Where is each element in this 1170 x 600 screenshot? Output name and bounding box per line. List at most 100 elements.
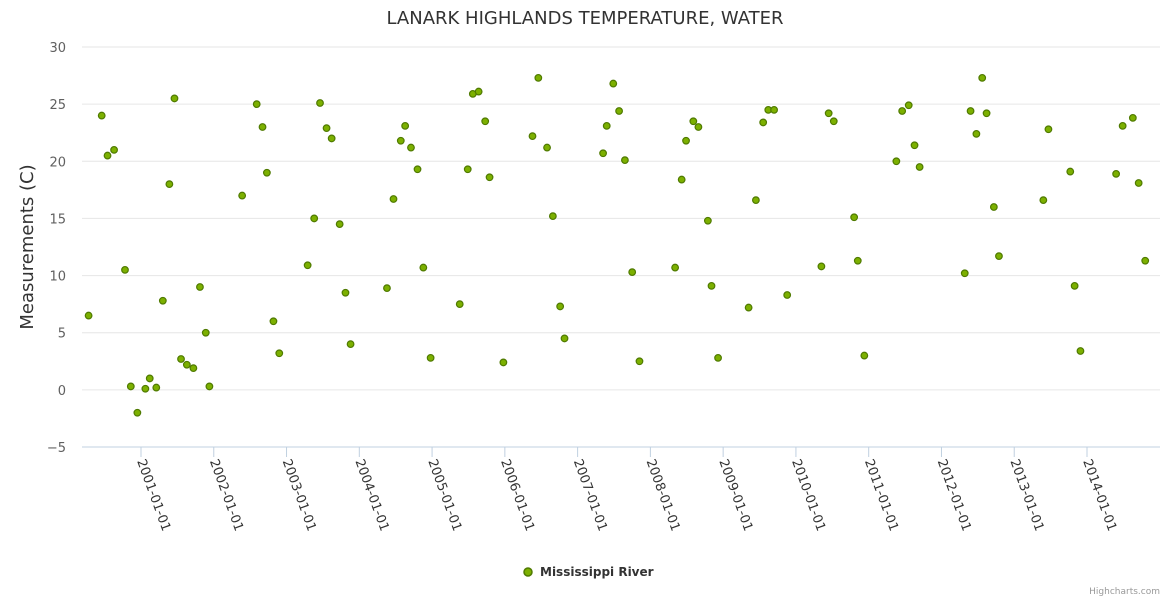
data-point[interactable]: [110, 145, 118, 154]
data-point[interactable]: [534, 73, 543, 82]
data-point[interactable]: [316, 99, 324, 107]
data-point[interactable]: [474, 87, 483, 96]
data-point[interactable]: [817, 262, 826, 271]
data-point[interactable]: [915, 163, 924, 171]
data-point[interactable]: [850, 213, 859, 222]
data-point[interactable]: [201, 328, 210, 337]
data-point[interactable]: [682, 136, 690, 145]
data-point[interactable]: [196, 283, 204, 291]
data-point[interactable]: [275, 349, 284, 358]
data-point[interactable]: [145, 374, 154, 383]
data-point[interactable]: [407, 143, 415, 152]
data-point[interactable]: [860, 351, 869, 360]
data-point[interactable]: [262, 168, 271, 177]
data-point[interactable]: [1141, 256, 1150, 265]
data-point[interactable]: [898, 107, 907, 115]
data-point[interactable]: [189, 364, 198, 373]
data-point[interactable]: [966, 107, 975, 115]
data-point[interactable]: [1070, 281, 1079, 290]
data-point[interactable]: [327, 134, 336, 143]
data-point[interactable]: [182, 360, 191, 369]
data-point[interactable]: [1134, 179, 1143, 187]
data-point[interactable]: [252, 100, 261, 109]
data-point[interactable]: [238, 191, 247, 200]
data-point[interactable]: [1076, 347, 1085, 355]
data-point[interactable]: [1128, 113, 1137, 122]
data-point[interactable]: [152, 383, 161, 392]
data-point[interactable]: [671, 263, 680, 272]
data-point[interactable]: [752, 196, 760, 205]
data-point[interactable]: [335, 220, 344, 229]
legend[interactable]: Mississippi River: [523, 565, 654, 579]
data-point[interactable]: [413, 165, 422, 174]
data-point[interactable]: [628, 268, 637, 277]
data-point[interactable]: [84, 311, 93, 320]
data-point[interactable]: [560, 334, 569, 343]
data-point[interactable]: [770, 105, 778, 114]
data-point[interactable]: [714, 353, 722, 362]
data-point[interactable]: [396, 136, 405, 145]
data-point[interactable]: [615, 107, 623, 115]
data-point[interactable]: [853, 256, 862, 265]
data-point[interactable]: [165, 180, 174, 189]
data-point[interactable]: [829, 117, 838, 126]
data-point[interactable]: [481, 117, 490, 126]
data-point[interactable]: [341, 288, 350, 297]
data-point[interactable]: [1066, 167, 1075, 176]
data-point[interactable]: [978, 73, 987, 82]
data-point[interactable]: [707, 281, 716, 290]
credits-link[interactable]: Highcharts.com: [1089, 587, 1160, 597]
data-point[interactable]: [426, 353, 435, 362]
data-point[interactable]: [910, 141, 919, 150]
data-point[interactable]: [205, 382, 214, 391]
data-point[interactable]: [485, 173, 494, 182]
data-point[interactable]: [824, 109, 833, 118]
data-point[interactable]: [170, 94, 179, 103]
data-point[interactable]: [141, 384, 150, 393]
data-point[interactable]: [694, 123, 703, 131]
data-point[interactable]: [982, 109, 991, 118]
data-point[interactable]: [759, 118, 768, 127]
data-point[interactable]: [133, 408, 142, 417]
data-point[interactable]: [689, 117, 698, 126]
data-point[interactable]: [1039, 196, 1048, 205]
data-point[interactable]: [635, 357, 644, 366]
data-point[interactable]: [419, 263, 428, 272]
data-point[interactable]: [121, 265, 129, 274]
data-point[interactable]: [783, 291, 792, 299]
data-point[interactable]: [599, 149, 607, 158]
data-point[interactable]: [904, 101, 913, 110]
data-point[interactable]: [177, 355, 185, 363]
data-point[interactable]: [346, 340, 355, 349]
data-point[interactable]: [995, 252, 1003, 261]
data-point[interactable]: [126, 382, 135, 391]
data-point[interactable]: [463, 165, 472, 174]
data-point[interactable]: [677, 175, 686, 184]
data-point[interactable]: [158, 296, 167, 305]
data-point[interactable]: [1044, 125, 1053, 134]
data-point[interactable]: [621, 156, 629, 165]
legend-label[interactable]: Mississippi River: [540, 565, 654, 579]
data-point[interactable]: [455, 300, 464, 309]
data-point[interactable]: [103, 151, 112, 160]
data-point[interactable]: [1112, 169, 1121, 178]
data-point[interactable]: [97, 111, 106, 120]
data-point[interactable]: [1118, 121, 1127, 130]
data-point[interactable]: [310, 214, 319, 223]
data-point[interactable]: [269, 317, 278, 326]
data-point[interactable]: [389, 195, 398, 203]
data-point[interactable]: [543, 143, 551, 152]
data-point[interactable]: [989, 203, 998, 211]
data-point[interactable]: [892, 157, 901, 166]
data-point[interactable]: [303, 261, 312, 270]
data-point[interactable]: [322, 124, 331, 133]
data-point[interactable]: [528, 132, 537, 141]
data-point[interactable]: [401, 121, 410, 130]
data-point[interactable]: [609, 79, 618, 88]
data-point[interactable]: [548, 212, 557, 221]
data-point[interactable]: [556, 302, 565, 311]
data-point[interactable]: [258, 123, 267, 131]
data-point[interactable]: [602, 121, 611, 130]
data-point[interactable]: [499, 358, 508, 367]
data-point[interactable]: [744, 303, 753, 312]
